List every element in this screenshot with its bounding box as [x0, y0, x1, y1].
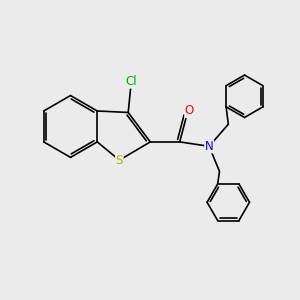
Text: O: O	[185, 104, 194, 118]
Text: N: N	[205, 140, 214, 153]
Text: Cl: Cl	[125, 75, 137, 88]
Text: S: S	[116, 154, 123, 167]
